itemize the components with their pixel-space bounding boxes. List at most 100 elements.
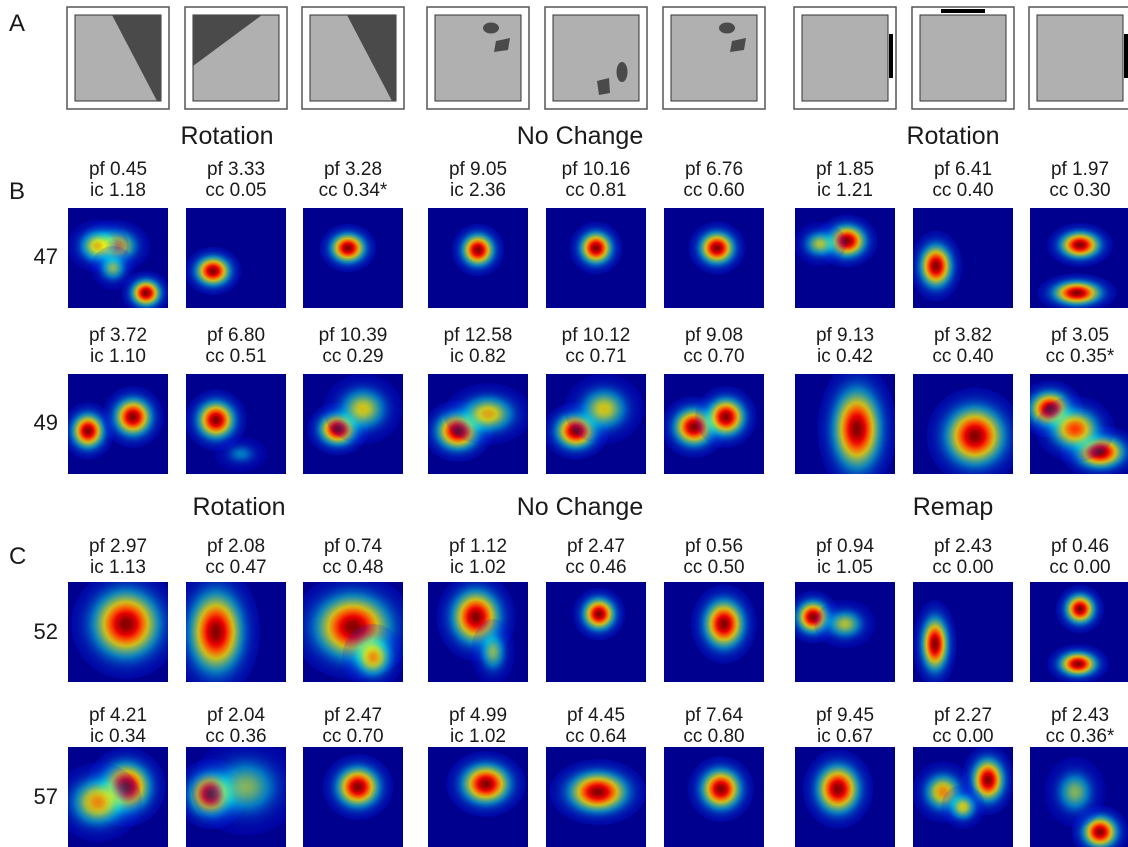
peak-firing-rate: pf 12.58 (443, 325, 513, 346)
object-cue (616, 62, 628, 82)
session-stats: pf 4.45 cc 0.64 (537, 705, 655, 747)
session-stats: pf 0.56 cc 0.50 (655, 536, 773, 578)
correlation-value: ic 0.34 (90, 726, 146, 747)
peak-firing-rate: pf 4.45 (566, 705, 626, 726)
session-stats: pf 7.64 cc 0.80 (655, 705, 773, 747)
firing-field-blob (688, 756, 754, 822)
peak-firing-rate: pf 3.05 (1050, 325, 1110, 346)
session-stats: pf 12.58 ic 0.82 (419, 325, 537, 367)
firing-field-blob (1047, 644, 1109, 682)
firing-field-blob (564, 374, 644, 445)
correlation-value: cc 0.40 (932, 180, 994, 201)
firing-field-blob (688, 221, 746, 275)
session-stats: pf 9.08 cc 0.70 (655, 325, 773, 367)
panel-label-a: A (9, 10, 26, 37)
session-stats: pf 9.13 ic 0.42 (786, 325, 904, 367)
session-stats: pf 10.12 cc 0.71 (537, 325, 655, 367)
correlation-value: ic 1.10 (90, 346, 146, 367)
object-cue (483, 22, 499, 34)
peak-firing-rate: pf 7.64 (684, 705, 744, 726)
place-field-heatmap (303, 374, 403, 474)
panel-b-group-title: Rotation (180, 122, 274, 150)
peak-firing-rate: pf 2.47 (566, 536, 626, 557)
firing-field-blob (817, 374, 895, 474)
place-field-heatmap (186, 374, 286, 474)
correlation-value: cc 0.34* (318, 180, 388, 201)
peak-firing-rate: pf 9.13 (815, 325, 875, 346)
arena-floor (670, 14, 758, 102)
correlation-value: cc 0.00 (932, 557, 994, 578)
session-stats: pf 6.80 cc 0.51 (177, 325, 295, 367)
place-field-heatmap (664, 582, 764, 682)
firing-field-blob (913, 600, 957, 682)
peak-firing-rate: pf 2.43 (933, 536, 993, 557)
firing-field-blob (802, 749, 874, 829)
correlation-value: ic 1.13 (90, 557, 146, 578)
cell-number: 57 (33, 784, 58, 809)
panel-b-group-title: Rotation (906, 122, 1000, 150)
place-field-heatmap (664, 747, 764, 847)
correlation-value: cc 0.29 (322, 346, 384, 367)
session-stats: pf 6.76 cc 0.60 (655, 159, 773, 201)
correlation-value: cc 0.05 (205, 180, 267, 201)
place-field-heatmap (428, 582, 528, 682)
place-field-heatmap (68, 747, 168, 847)
place-field-heatmap (1030, 208, 1128, 308)
correlation-value: cc 0.46 (565, 557, 627, 578)
triangle-cue (347, 15, 396, 101)
correlation-value: cc 0.36* (1045, 726, 1115, 747)
correlation-value: cc 0.64 (565, 726, 627, 747)
arena-floor (1036, 14, 1124, 102)
session-stats: pf 4.21 ic 0.34 (59, 705, 177, 747)
place-field-heatmap (795, 208, 895, 308)
firing-field-blob (569, 221, 623, 275)
firing-field-blob (926, 387, 1013, 474)
session-stats: pf 2.97 ic 1.13 (59, 536, 177, 578)
peak-firing-rate: pf 4.21 (88, 705, 148, 726)
place-field-heatmap (546, 747, 646, 847)
firing-field-blob (549, 759, 646, 825)
arena-floor (434, 14, 522, 102)
panel-b-group-title: No Change (516, 122, 644, 150)
session-stats: pf 0.74 cc 0.48 (294, 536, 412, 578)
firing-field-blob (121, 271, 168, 308)
correlation-value: cc 0.00 (932, 726, 994, 747)
place-field-heatmap (664, 208, 764, 308)
place-field-heatmap (546, 374, 646, 474)
firing-field-blob (342, 624, 403, 682)
peak-firing-rate: pf 4.99 (448, 705, 508, 726)
peak-firing-rate: pf 1.97 (1050, 159, 1110, 180)
panel-c-group-title: Remap (912, 493, 994, 521)
correlation-value: cc 0.30 (1049, 180, 1111, 201)
arena-schematic (426, 6, 530, 110)
bar-cue (1124, 34, 1128, 78)
firing-field-blob (186, 246, 242, 296)
firing-field-blob (1044, 756, 1106, 828)
object-cue (494, 38, 510, 52)
correlation-value: cc 0.71 (565, 346, 627, 367)
place-field-heatmap (664, 374, 764, 474)
arena-floor (801, 14, 889, 102)
peak-firing-rate: pf 0.46 (1050, 536, 1110, 557)
session-stats: pf 6.41 cc 0.40 (904, 159, 1022, 201)
arena-schematic (544, 6, 648, 110)
peak-firing-rate: pf 9.08 (684, 325, 744, 346)
place-field-heatmap (1030, 582, 1128, 682)
session-stats: pf 2.47 cc 0.70 (294, 705, 412, 747)
peak-firing-rate: pf 1.12 (448, 536, 508, 557)
triangle-cue (112, 15, 161, 101)
session-stats: pf 2.04 cc 0.36 (177, 705, 295, 747)
firing-field-blob (91, 246, 135, 290)
peak-firing-rate: pf 3.82 (933, 325, 993, 346)
cell-number: 49 (33, 410, 58, 435)
firing-field-blob (71, 582, 168, 679)
peak-firing-rate: pf 6.80 (206, 325, 266, 346)
place-field-heatmap (428, 747, 528, 847)
cell-number: 47 (33, 244, 58, 269)
correlation-value: cc 0.51 (205, 346, 267, 367)
peak-firing-rate: pf 9.05 (448, 159, 508, 180)
session-stats: pf 2.43 cc 0.00 (904, 536, 1022, 578)
arena-schematic (301, 6, 405, 110)
object-cue (719, 22, 735, 34)
firing-field-blob (451, 223, 505, 277)
